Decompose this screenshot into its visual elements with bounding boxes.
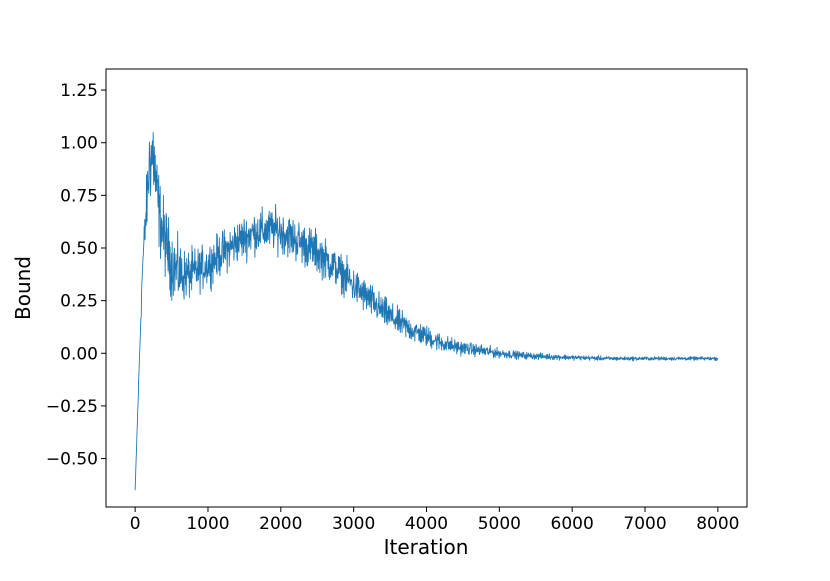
y-tick-label: −0.50 <box>46 450 98 470</box>
y-tick-label: −0.25 <box>46 397 98 417</box>
x-tick-label: 5000 <box>478 514 521 534</box>
y-axis-label: Bound <box>11 256 35 320</box>
y-tick-label: 1.25 <box>60 81 98 101</box>
y-tick-label: 0.75 <box>60 186 98 206</box>
bound-series-line <box>134 131 719 491</box>
x-tick-label: 4000 <box>405 514 448 534</box>
x-tick-label: 3000 <box>332 514 375 534</box>
y-tick-label: 0.50 <box>60 239 98 259</box>
y-tick-label: 0.25 <box>60 292 98 312</box>
x-tick-label: 6000 <box>551 514 594 534</box>
x-tick-label: 2000 <box>259 514 302 534</box>
plot-area <box>134 131 719 491</box>
axes-frame <box>105 68 748 508</box>
x-axis-label: Iteration <box>384 535 469 559</box>
x-tick-label: 1000 <box>186 514 229 534</box>
y-tick-label: 1.00 <box>60 134 98 154</box>
y-tick-label: 0.00 <box>60 344 98 364</box>
x-tick-label: 8000 <box>696 514 739 534</box>
x-tick-label: 7000 <box>623 514 666 534</box>
x-tick-label: 0 <box>130 514 141 534</box>
x-axis: 0 1000 2000 3000 4000 5000 6000 7000 8000 <box>130 507 739 534</box>
y-axis: −0.50 −0.25 0.00 0.25 0.50 0.75 1.00 1.25 <box>46 81 106 470</box>
